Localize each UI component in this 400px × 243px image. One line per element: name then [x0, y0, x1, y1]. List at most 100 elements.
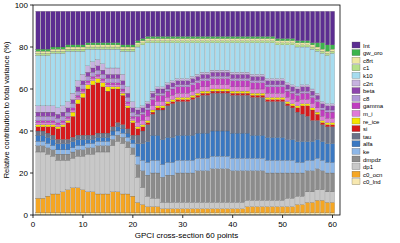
bar-segment: [216, 37, 220, 39]
bar-segment: [41, 131, 45, 135]
bar-segment: [325, 106, 329, 110]
bar-segment: [315, 47, 319, 49]
bar-segment: [176, 37, 180, 39]
bar-segment: [265, 43, 269, 79]
bar-segment: [320, 121, 324, 123]
bar-segment: [141, 43, 145, 45]
bar-segment: [246, 171, 250, 200]
bar-segment: [131, 116, 135, 118]
bar-segment: [51, 194, 55, 213]
bar-segment: [126, 129, 130, 133]
bar-segment: [201, 39, 205, 41]
bar-segment: [310, 45, 314, 47]
bar-segment: [295, 87, 299, 89]
bar-segment: [191, 135, 195, 160]
bar-segment: [91, 62, 95, 68]
bar-segment: [176, 85, 180, 87]
bar-segment: [261, 81, 265, 83]
bar-segment: [236, 74, 240, 78]
bar-segment: [280, 79, 284, 81]
bar-segment: [315, 200, 319, 213]
bar-segment: [71, 188, 75, 213]
bar-segment: [325, 127, 329, 144]
bar-segment: [270, 37, 274, 39]
bar-segment: [66, 45, 70, 47]
bar-segment: [126, 194, 130, 213]
bar-segment: [265, 100, 269, 102]
bar-segment: [86, 89, 90, 135]
bar-segment: [106, 133, 110, 137]
bar-segment: [61, 139, 65, 143]
bar-segment: [61, 123, 65, 125]
bar-segment: [171, 137, 175, 162]
bar-segment: [201, 95, 205, 133]
bar-segment: [196, 43, 200, 75]
bar-segment: [81, 135, 85, 139]
bar-segment: [236, 171, 240, 203]
bar-segment: [56, 49, 60, 51]
legend-label: alfa: [363, 141, 373, 147]
bar-segment: [126, 51, 130, 87]
bar-segment: [101, 137, 105, 141]
bar-segment: [151, 207, 155, 213]
bar-segment: [171, 163, 175, 176]
bar-segment: [76, 146, 80, 150]
bar-segment: [81, 91, 85, 93]
bar-segment: [320, 104, 324, 108]
bar-segment: [81, 11, 85, 45]
bar-segment: [295, 142, 299, 163]
bar-segment: [280, 93, 284, 97]
y-tick: [30, 89, 33, 90]
bar-segment: [320, 116, 324, 120]
bar-segment: [285, 41, 289, 43]
bar-segment: [61, 106, 65, 112]
bar-segment: [71, 158, 75, 187]
bar-segment: [76, 188, 80, 213]
bar-segment: [61, 121, 65, 123]
bar-segment: [211, 131, 215, 156]
bar-segment: [176, 209, 180, 213]
bar-segment: [141, 11, 145, 38]
bar-segment: [315, 121, 319, 140]
bar-segment: [236, 202, 240, 208]
bar-segment: [211, 156, 215, 169]
bar-segment: [176, 102, 180, 136]
bar-segment: [275, 81, 279, 85]
bar-segment: [86, 144, 90, 148]
bar-segment: [46, 121, 50, 123]
bar-segment: [315, 190, 319, 201]
bar-segment: [305, 87, 309, 91]
bar-segment: [151, 93, 155, 97]
bar-segment: [211, 39, 215, 41]
bar-segment: [91, 72, 95, 76]
bar-segment: [305, 41, 309, 43]
bar-segment: [181, 160, 185, 173]
bar-segment: [275, 97, 279, 99]
bar-segment: [241, 37, 245, 39]
legend-swatch: [352, 88, 360, 94]
bar-segment: [211, 169, 215, 203]
bar-segment: [61, 150, 65, 154]
bar-segment: [216, 91, 220, 93]
bar-segment: [330, 51, 334, 53]
bar-segment: [86, 47, 90, 49]
bar-segment: [261, 135, 265, 158]
x-axis-label: GPCI cross-section 60 points: [135, 231, 239, 240]
bar-segment: [300, 43, 304, 45]
bar-segment: [126, 93, 130, 97]
bar-segment: [261, 41, 265, 43]
bar-segment: [166, 41, 170, 43]
bar-segment: [101, 87, 105, 133]
bar-segment: [261, 11, 265, 36]
bar-segment: [231, 37, 235, 39]
bar-segment: [121, 93, 125, 95]
bar-segment: [246, 39, 250, 41]
bar-segment: [66, 144, 70, 150]
bar-segment: [211, 209, 215, 213]
bar-segment: [186, 41, 190, 43]
bar-segment: [166, 163, 170, 176]
bar-segment: [275, 41, 279, 43]
bar-segment: [325, 112, 329, 118]
bar-segment: [111, 87, 115, 89]
bar-segment: [261, 171, 265, 200]
